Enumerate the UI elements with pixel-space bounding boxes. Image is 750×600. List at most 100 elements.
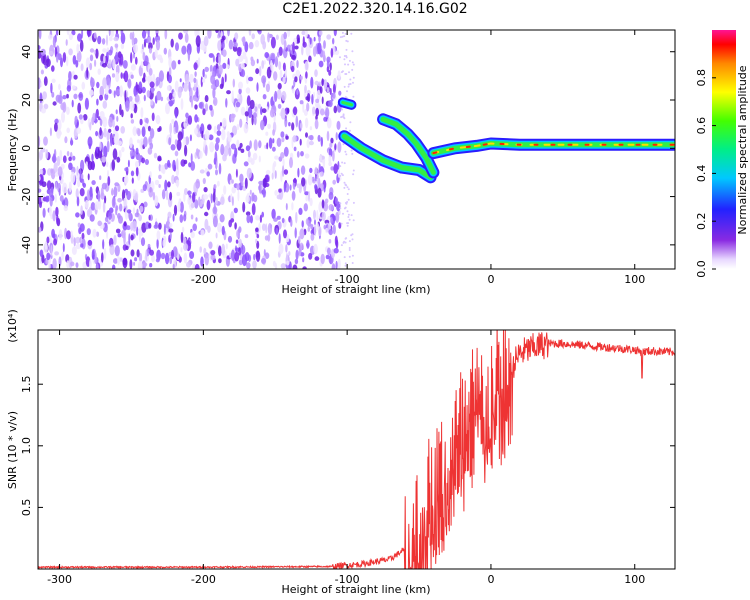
noise-blob [50,82,53,94]
noise-blob [58,229,63,241]
noise-blob [106,132,110,141]
noise-blob [76,127,81,134]
noise-blob [70,261,75,267]
noise-blob [192,223,197,232]
noise-blob [233,42,238,48]
noise-blob [199,169,205,174]
noise-blob [171,60,177,70]
noise-blob [285,244,288,253]
noise-blob [142,262,148,267]
noise-blob [318,35,321,43]
noise-blob [204,95,209,103]
noise-blob [314,69,318,77]
noise-blob [343,117,346,120]
noise-blob [240,106,246,116]
noise-blob [55,181,58,190]
noise-blob [119,85,123,98]
noise-blob [231,196,234,207]
colorbar-tick-label: 0.4 [695,165,708,183]
noise-blob [240,244,246,255]
noise-blob [272,146,276,152]
bottom-x-axis: -300 -200 -100 0 100 [47,330,645,586]
noise-blob [140,237,146,247]
noise-blob [240,62,245,70]
noise-blob [68,33,73,41]
noise-blob [187,115,193,125]
noise-blob [238,226,242,234]
noise-blob [343,35,346,38]
noise-blob [79,223,85,232]
noise-blob [230,249,235,261]
noise-blob [216,130,222,136]
noise-blob [324,198,329,204]
noise-blob [110,135,113,147]
noise-blob [196,87,199,99]
noise-blob [107,176,111,186]
noise-blob [144,55,149,67]
noise-blob [350,214,353,217]
noise-blob [72,155,76,161]
noise-blob [349,121,352,124]
noise-blob [249,189,252,195]
noise-blob [258,180,264,185]
noise-blob [169,122,173,135]
noise-blob [119,257,123,262]
noise-blob [93,50,96,55]
noise-blob [127,159,130,168]
noise-blob [194,71,197,77]
noise-blob [183,136,187,148]
x-tick-label: -100 [335,573,360,586]
noise-blob [99,85,105,97]
noise-blob [348,59,351,62]
noise-blob [344,241,347,244]
noise-blob [46,252,51,261]
noise-blob [90,77,95,88]
noise-blob [154,195,159,207]
noise-blob [309,197,313,207]
noise-blob [155,80,159,87]
noise-blob [297,236,301,244]
noise-blob [225,243,228,250]
noise-blob [184,32,189,44]
noise-blob [231,90,234,102]
noise-blob [325,227,329,234]
noise-blob [343,256,346,259]
noise-blob [302,266,307,269]
noise-blob [42,53,47,66]
noise-blob [76,165,79,176]
noise-blob [317,42,322,55]
noise-blob [326,130,330,142]
noise-blob [139,205,144,213]
noise-blob [336,120,341,130]
noise-blob [62,243,65,253]
noise-blob [204,74,207,79]
noise-blob [136,208,139,216]
noise-blob [138,231,141,243]
noise-blob [346,224,349,227]
noise-blob [99,110,105,120]
noise-blob [251,33,255,40]
noise-blob [330,216,333,224]
y-tick-label: 0.5 [20,499,33,517]
noise-blob [189,73,194,83]
noise-blob [172,159,176,172]
noise-blob [39,92,43,104]
noise-blob [177,131,183,141]
noise-blob [231,179,234,184]
noise-blob [276,215,281,220]
noise-blob [119,103,122,116]
noise-blob [129,32,133,40]
noise-blob [120,125,125,134]
noise-blob [165,189,169,201]
noise-blob [62,52,67,63]
y-tick-label: 20 [20,93,33,107]
noise-blob [79,188,85,197]
noise-blob [328,191,334,200]
noise-blob [337,70,341,79]
noise-blob [313,224,317,237]
noise-blob [194,114,199,123]
noise-blob [334,143,337,151]
noise-blob [294,76,298,83]
noise-blob [85,161,88,167]
noise-blob [234,222,237,230]
